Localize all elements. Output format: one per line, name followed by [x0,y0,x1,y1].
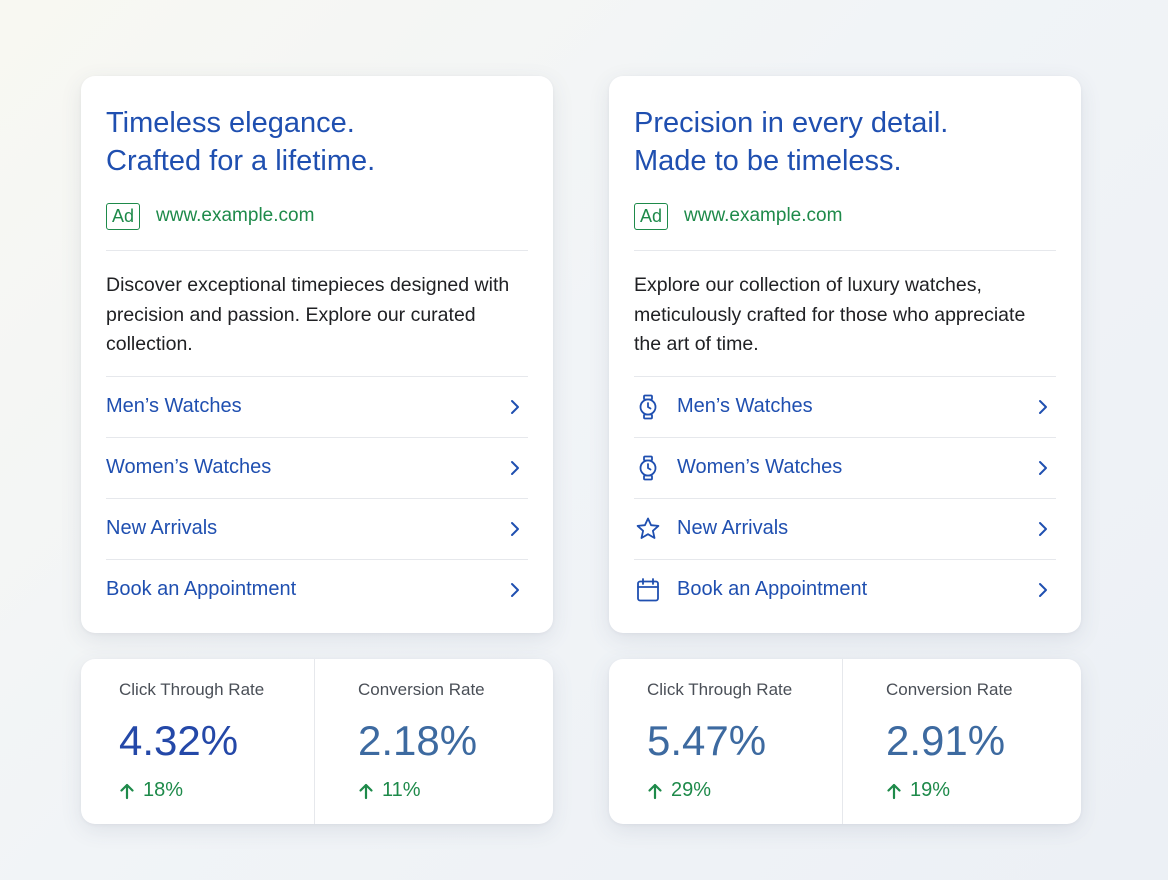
sitelink-label: Women’s Watches [677,456,843,478]
ad-preview-card-b: Precision in every detail. Made to be ti… [609,76,1081,633]
ad-headline[interactable]: Precision in every detail. Made to be ti… [634,104,1056,180]
performance-stats-a: Click Through Rate 4.32% 18% Conversion … [81,659,553,824]
sitelink-label: Women’s Watches [106,456,272,478]
sitelinks-list: Men’s Watches Women’s Watches New Arriva… [106,377,528,620]
headline-line-2: Made to be timeless. [634,145,902,177]
stat-label: Click Through Rate [119,680,265,699]
stat-conversion-rate: Conversion Rate 2.91% 19% [842,659,1081,824]
ad-variant-b: Precision in every detail. Made to be ti… [609,76,1081,824]
sitelink-book-appointment[interactable]: Book an Appointment [634,560,1056,620]
stat-change: 29% [647,779,842,802]
ad-description: Discover exceptional timepieces designed… [106,251,528,377]
star-icon [634,515,662,543]
stat-change-value: 18% [143,779,184,801]
performance-stats-b: Click Through Rate 5.47% 29% Conversion … [609,659,1081,824]
stat-change: 11% [358,779,553,802]
calendar-icon [634,576,662,604]
headline-line-1: Timeless elegance. [106,107,355,139]
stat-label: Click Through Rate [647,680,793,699]
sitelink-mens-watches[interactable]: Men’s Watches [106,377,528,438]
display-url-row: Ad www.example.com [106,202,528,251]
stat-value: 4.32% [119,717,239,764]
stat-change: 18% [119,779,314,802]
headline-line-1: Precision in every detail. [634,107,949,139]
ad-description: Explore our collection of luxury watches… [634,251,1056,377]
display-url[interactable]: www.example.com [684,205,843,226]
sitelink-label: Men’s Watches [677,395,813,417]
stat-change: 19% [886,779,1081,802]
sitelink-label: New Arrivals [106,517,218,539]
chevron-right-icon [1039,521,1047,536]
ad-preview-card-a: Timeless elegance. Crafted for a lifetim… [81,76,553,633]
sitelink-label: New Arrivals [677,517,789,539]
arrow-up-icon [887,783,901,799]
sitelink-new-arrivals[interactable]: New Arrivals [634,499,1056,560]
stat-label: Conversion Rate [358,680,485,699]
ad-headline[interactable]: Timeless elegance. Crafted for a lifetim… [106,104,528,180]
chevron-right-icon [1039,399,1047,414]
stat-click-through-rate: Click Through Rate 4.32% 18% [81,659,314,824]
chevron-right-icon [1039,582,1047,597]
stat-conversion-rate: Conversion Rate 2.18% 11% [314,659,553,824]
stat-value: 2.18% [358,717,478,764]
chevron-right-icon [511,521,519,536]
stat-change-value: 11% [382,779,421,801]
stat-label: Conversion Rate [886,680,1013,699]
sitelink-label: Men’s Watches [106,395,242,417]
stat-value: 5.47% [647,717,767,764]
sitelink-label: Book an Appointment [677,578,868,600]
arrow-up-icon [359,783,373,799]
chevron-right-icon [1039,460,1047,475]
sitelink-womens-watches[interactable]: Women’s Watches [106,438,528,499]
arrow-up-icon [120,783,134,799]
display-url-row: Ad www.example.com [634,202,1056,251]
sitelink-label: Book an Appointment [106,578,297,600]
display-url[interactable]: www.example.com [156,205,315,226]
ad-badge: Ad [634,202,669,230]
chevron-right-icon [511,399,519,414]
stat-value: 2.91% [886,717,1006,764]
sitelink-womens-watches[interactable]: Women’s Watches [634,438,1056,499]
stat-change-value: 29% [671,779,712,801]
stat-change-value: 19% [910,779,951,801]
watch-icon [634,454,662,482]
chevron-right-icon [511,460,519,475]
watch-icon [634,393,662,421]
sitelink-new-arrivals[interactable]: New Arrivals [106,499,528,560]
stat-click-through-rate: Click Through Rate 5.47% 29% [609,659,842,824]
ad-variant-a: Timeless elegance. Crafted for a lifetim… [81,76,553,824]
ad-badge: Ad [106,202,141,230]
arrow-up-icon [648,783,662,799]
chevron-right-icon [511,582,519,597]
sitelinks-list: Men’s Watches Women’s Watches New Arriva… [634,377,1056,620]
sitelink-book-appointment[interactable]: Book an Appointment [106,560,528,620]
headline-line-2: Crafted for a lifetime. [106,145,376,177]
sitelink-mens-watches[interactable]: Men’s Watches [634,377,1056,438]
